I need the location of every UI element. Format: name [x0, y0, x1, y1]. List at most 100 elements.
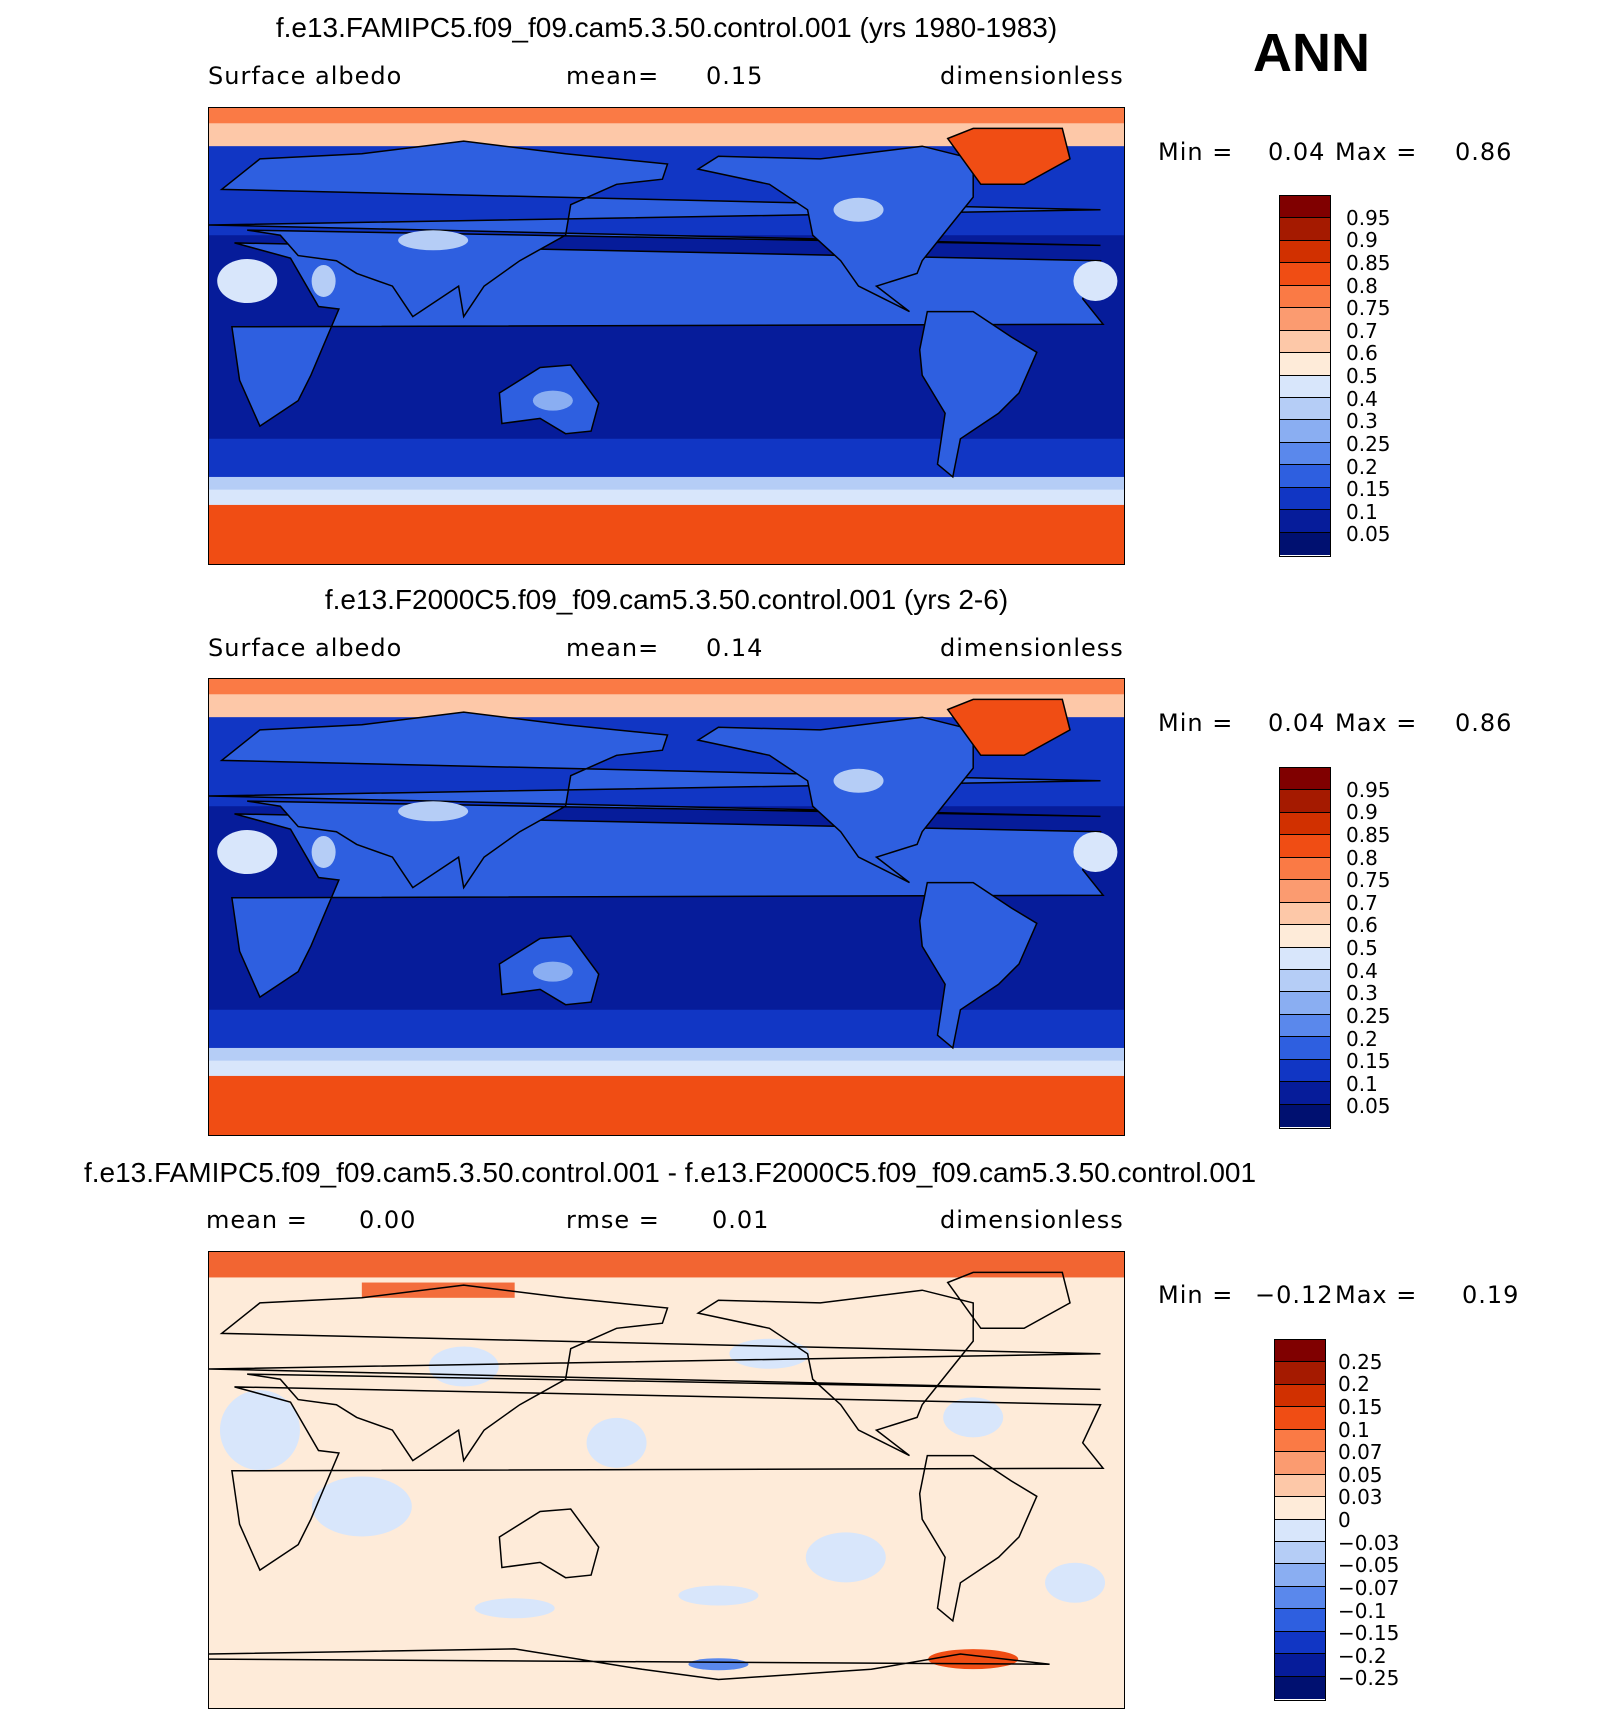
colorbar-tick-label: 0.75: [1346, 868, 1391, 893]
negative-anomaly: [586, 1417, 647, 1468]
panel-1-map: [208, 107, 1125, 565]
australia-bright: [532, 961, 573, 982]
panel-3-mean-value: 0.00: [359, 1206, 417, 1234]
colorbar-swatch: [1275, 1586, 1325, 1610]
panel-1-map-field: [209, 108, 1124, 564]
colorbar-swatch: [1280, 532, 1330, 555]
negative-anomaly: [1045, 1562, 1106, 1603]
panel-1-min-value: 0.04: [1268, 138, 1326, 166]
colorbar-tick-label: 0.05: [1346, 522, 1391, 547]
colorbar-tick-label: 0.15: [1346, 1049, 1391, 1074]
colorbar-swatch: [1280, 790, 1330, 813]
colorbar-swatch: [1280, 240, 1330, 264]
colorbar-swatch: [1280, 330, 1330, 354]
colorbar-tick-label: 0.85: [1346, 250, 1391, 275]
colorbar-tick-label: −0.25: [1338, 1666, 1400, 1691]
panel-3-min-label: Min =: [1158, 1281, 1234, 1309]
colorbar-swatch: [1275, 1676, 1325, 1699]
colorbar-tick-label: −0.05: [1338, 1553, 1400, 1578]
continent-namerica: [696, 716, 974, 884]
colorbar-swatch: [1280, 812, 1330, 836]
colorbar-swatch: [1280, 487, 1330, 511]
colorbar-tick-label: 0.2: [1346, 1026, 1378, 1051]
colorbar-tick-label: −0.2: [1338, 1643, 1387, 1668]
colorbar-tick-label: 0.3: [1346, 981, 1378, 1006]
panel-2-min-value: 0.04: [1268, 709, 1326, 737]
colorbar-swatch: [1280, 442, 1330, 466]
tibet-bright: [398, 801, 469, 822]
negative-anomaly: [678, 1585, 759, 1606]
continent-eurasia: [209, 140, 1101, 319]
colorbar-swatch: [1275, 1654, 1325, 1677]
arctic-ice-core: [209, 108, 1124, 124]
colorbar-swatch: [1275, 1609, 1325, 1632]
colorbar-tick-label: 0.6: [1346, 341, 1378, 366]
colorbar-tick-label: 0.75: [1346, 296, 1391, 321]
panel-2-variable-label: Surface albedo: [208, 634, 403, 662]
coastline-samerica: [918, 1454, 1038, 1623]
panel-3-mean-label: mean =: [206, 1206, 308, 1234]
negative-anomaly: [729, 1338, 810, 1369]
colorbar-swatch: [1280, 1104, 1330, 1127]
coastline-africa: [231, 1386, 1105, 1572]
panel-1-mean-value: 0.15: [706, 62, 764, 90]
colorbar-swatch: [1280, 1059, 1330, 1083]
colorbar-swatch: [1275, 1631, 1325, 1655]
continent-samerica: [918, 310, 1038, 479]
panel-2-mean-value: 0.14: [706, 634, 764, 662]
colorbar-swatch: [1280, 768, 1330, 791]
colorbar-swatch: [1280, 465, 1330, 488]
colorbar-swatch: [1280, 1082, 1330, 1105]
panel-3-max-label: Max =: [1335, 1281, 1418, 1309]
colorbar-swatch: [1280, 420, 1330, 443]
colorbar-tick-label: 0.9: [1346, 800, 1378, 825]
panel-2-units: dimensionless: [940, 634, 1124, 662]
colorbar-swatch: [1275, 1384, 1325, 1408]
colorbar-swatch: [1280, 263, 1330, 286]
colorbar-swatch: [1275, 1362, 1325, 1385]
panel-1-min-label: Min =: [1158, 138, 1234, 166]
colorbar-swatch: [1275, 1452, 1325, 1475]
arabia-bright: [311, 836, 336, 869]
colorbar-swatch: [1280, 510, 1330, 533]
colorbar-tick-label: 0.1: [1346, 1071, 1378, 1096]
panel-3-rmse-value: 0.01: [712, 1206, 770, 1234]
negative-anomaly: [219, 1390, 300, 1471]
ross-negative-anomaly: [688, 1658, 749, 1671]
coastline-australia: [498, 1508, 600, 1579]
antarctica: [209, 1075, 1124, 1135]
colorbar-tick-label: 0.95: [1346, 205, 1391, 230]
colorbar-tick-label: −0.1: [1338, 1598, 1387, 1623]
coastline-eurasia: [209, 1284, 1101, 1463]
colorbar-tick-label: 0.4: [1346, 958, 1378, 983]
colorbar-swatch: [1280, 992, 1330, 1015]
colorbar-swatch: [1280, 218, 1330, 241]
negative-anomaly: [474, 1598, 555, 1619]
colorbar-swatch: [1275, 1340, 1325, 1363]
colorbar-tick-label: −0.03: [1338, 1530, 1400, 1555]
colorbar-tick-label: 0.2: [1338, 1372, 1370, 1397]
colorbar-swatch: [1280, 857, 1330, 881]
colorbar-swatch: [1275, 1541, 1325, 1565]
negative-anomaly: [428, 1346, 499, 1387]
sahara-west-bright: [1073, 261, 1118, 302]
tibet-bright: [398, 230, 469, 251]
colorbar-swatch: [1280, 925, 1330, 948]
colorbar-swatch: [1280, 835, 1330, 858]
colorbar-tick-label: 0.85: [1346, 822, 1391, 847]
panel-1-max-value: 0.86: [1455, 138, 1513, 166]
colorbar-tick-label: 0.25: [1346, 1003, 1391, 1028]
na-snow: [833, 197, 884, 222]
colorbar-tick-label: 0.8: [1346, 845, 1378, 870]
panel-2-map-field: [209, 679, 1124, 1135]
panel-2-max-label: Max =: [1335, 709, 1418, 737]
colorbar-tick-label: 0.4: [1346, 386, 1378, 411]
colorbar-tick-label: 0.5: [1346, 936, 1378, 960]
sahara-bright: [217, 830, 278, 875]
antarctica: [209, 504, 1124, 564]
panel-2-mean-label: mean=: [566, 634, 660, 662]
na-snow: [833, 768, 884, 793]
colorbar-swatch: [1275, 1407, 1325, 1430]
colorbar-swatch: [1275, 1519, 1325, 1542]
sahara-bright: [217, 259, 278, 304]
